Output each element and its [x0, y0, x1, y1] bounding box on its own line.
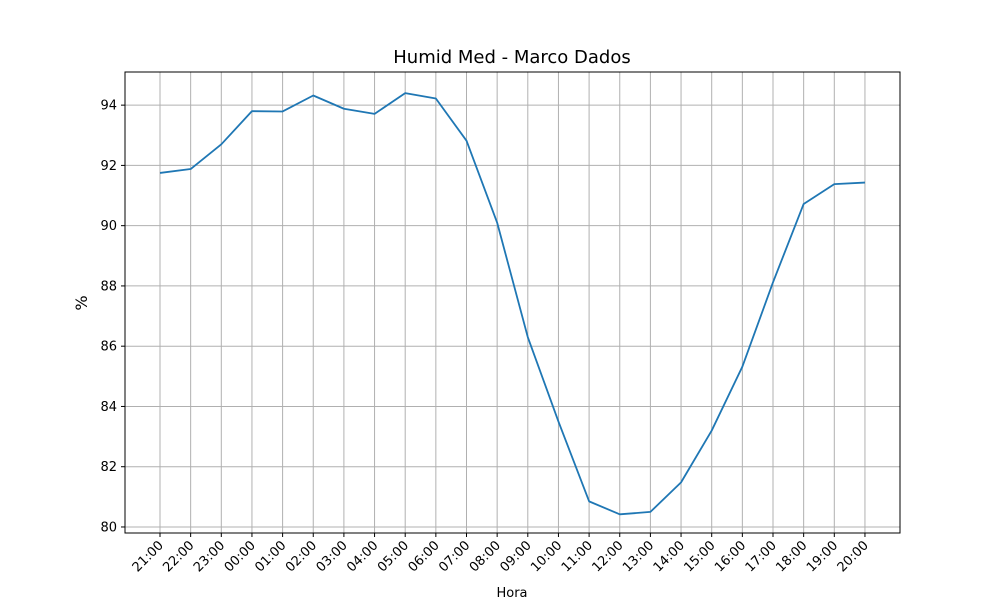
x-tick-label: 05:00	[375, 538, 412, 575]
x-tick-label: 21:00	[130, 538, 167, 575]
x-tick-label: 01:00	[252, 538, 289, 575]
x-tick-label: 02:00	[283, 538, 320, 575]
x-tick-label: 11:00	[559, 538, 596, 575]
y-tick-label: 90	[100, 219, 117, 234]
x-tick-label: 13:00	[620, 538, 657, 575]
x-tick-label: 16:00	[712, 538, 749, 575]
x-tick-label: 00:00	[222, 538, 259, 575]
y-tick-label: 82	[100, 460, 117, 475]
x-tick-label: 07:00	[436, 538, 473, 575]
chart-title: Humid Med - Marco Dados	[393, 47, 631, 68]
series-line	[159, 92, 865, 516]
plot-frame	[124, 71, 901, 534]
x-tick-label: 14:00	[651, 538, 688, 575]
y-tick-label: 94	[100, 99, 117, 114]
x-tick-label: 19:00	[804, 538, 841, 575]
x-axis: 21:0022:0023:0000:0001:0002:0003:0004:00…	[130, 533, 872, 575]
x-tick-label: 09:00	[498, 538, 535, 575]
series-layer	[159, 92, 865, 516]
x-tick-label: 03:00	[314, 538, 351, 575]
x-tick-label: 23:00	[191, 538, 228, 575]
x-tick-label: 15:00	[681, 538, 718, 575]
y-tick-label: 84	[100, 400, 117, 415]
x-tick-label: 20:00	[835, 538, 872, 575]
grid	[125, 72, 900, 533]
y-tick-label: 92	[100, 159, 117, 174]
x-tick-label: 06:00	[406, 538, 443, 575]
y-axis: 80 82 84 86 88 90 92 94	[100, 99, 125, 535]
x-tick-label: 12:00	[589, 538, 626, 575]
x-tick-label: 10:00	[528, 538, 565, 575]
y-tick-label: 80	[100, 520, 117, 535]
x-tick-label: 17:00	[743, 538, 780, 575]
x-tick-label: 08:00	[467, 538, 504, 575]
x-tick-label: 18:00	[773, 538, 810, 575]
y-axis-label: %	[72, 295, 91, 310]
x-tick-label: 04:00	[344, 538, 381, 575]
y-tick-label: 88	[100, 279, 117, 294]
x-tick-label: 22:00	[160, 538, 197, 575]
x-axis-label: Hora	[496, 586, 527, 600]
y-tick-label: 86	[100, 340, 117, 355]
